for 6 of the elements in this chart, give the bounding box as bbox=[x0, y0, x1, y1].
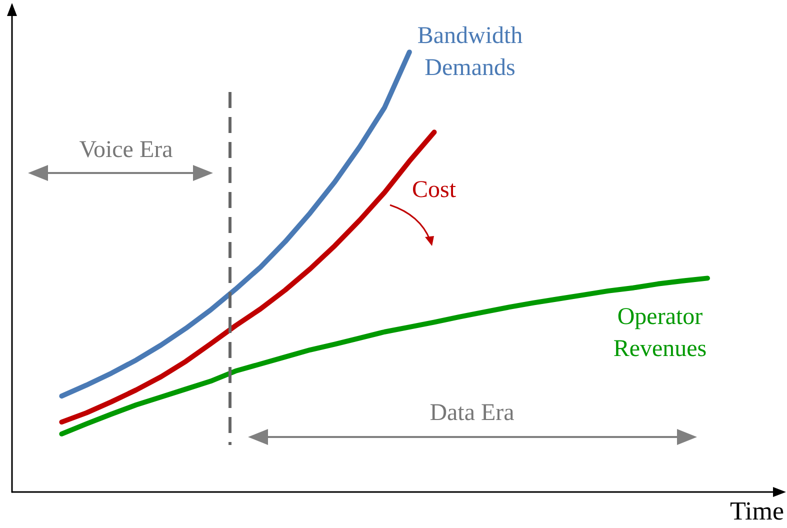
series-label: Cost bbox=[412, 176, 456, 205]
x-axis-title: Time bbox=[730, 496, 784, 526]
annotation: Voice Era bbox=[79, 136, 173, 165]
annotation: Data Era bbox=[430, 399, 514, 428]
series-label: Bandwidth Demands bbox=[416, 22, 524, 83]
series-label: Operator Revenues bbox=[612, 303, 708, 364]
